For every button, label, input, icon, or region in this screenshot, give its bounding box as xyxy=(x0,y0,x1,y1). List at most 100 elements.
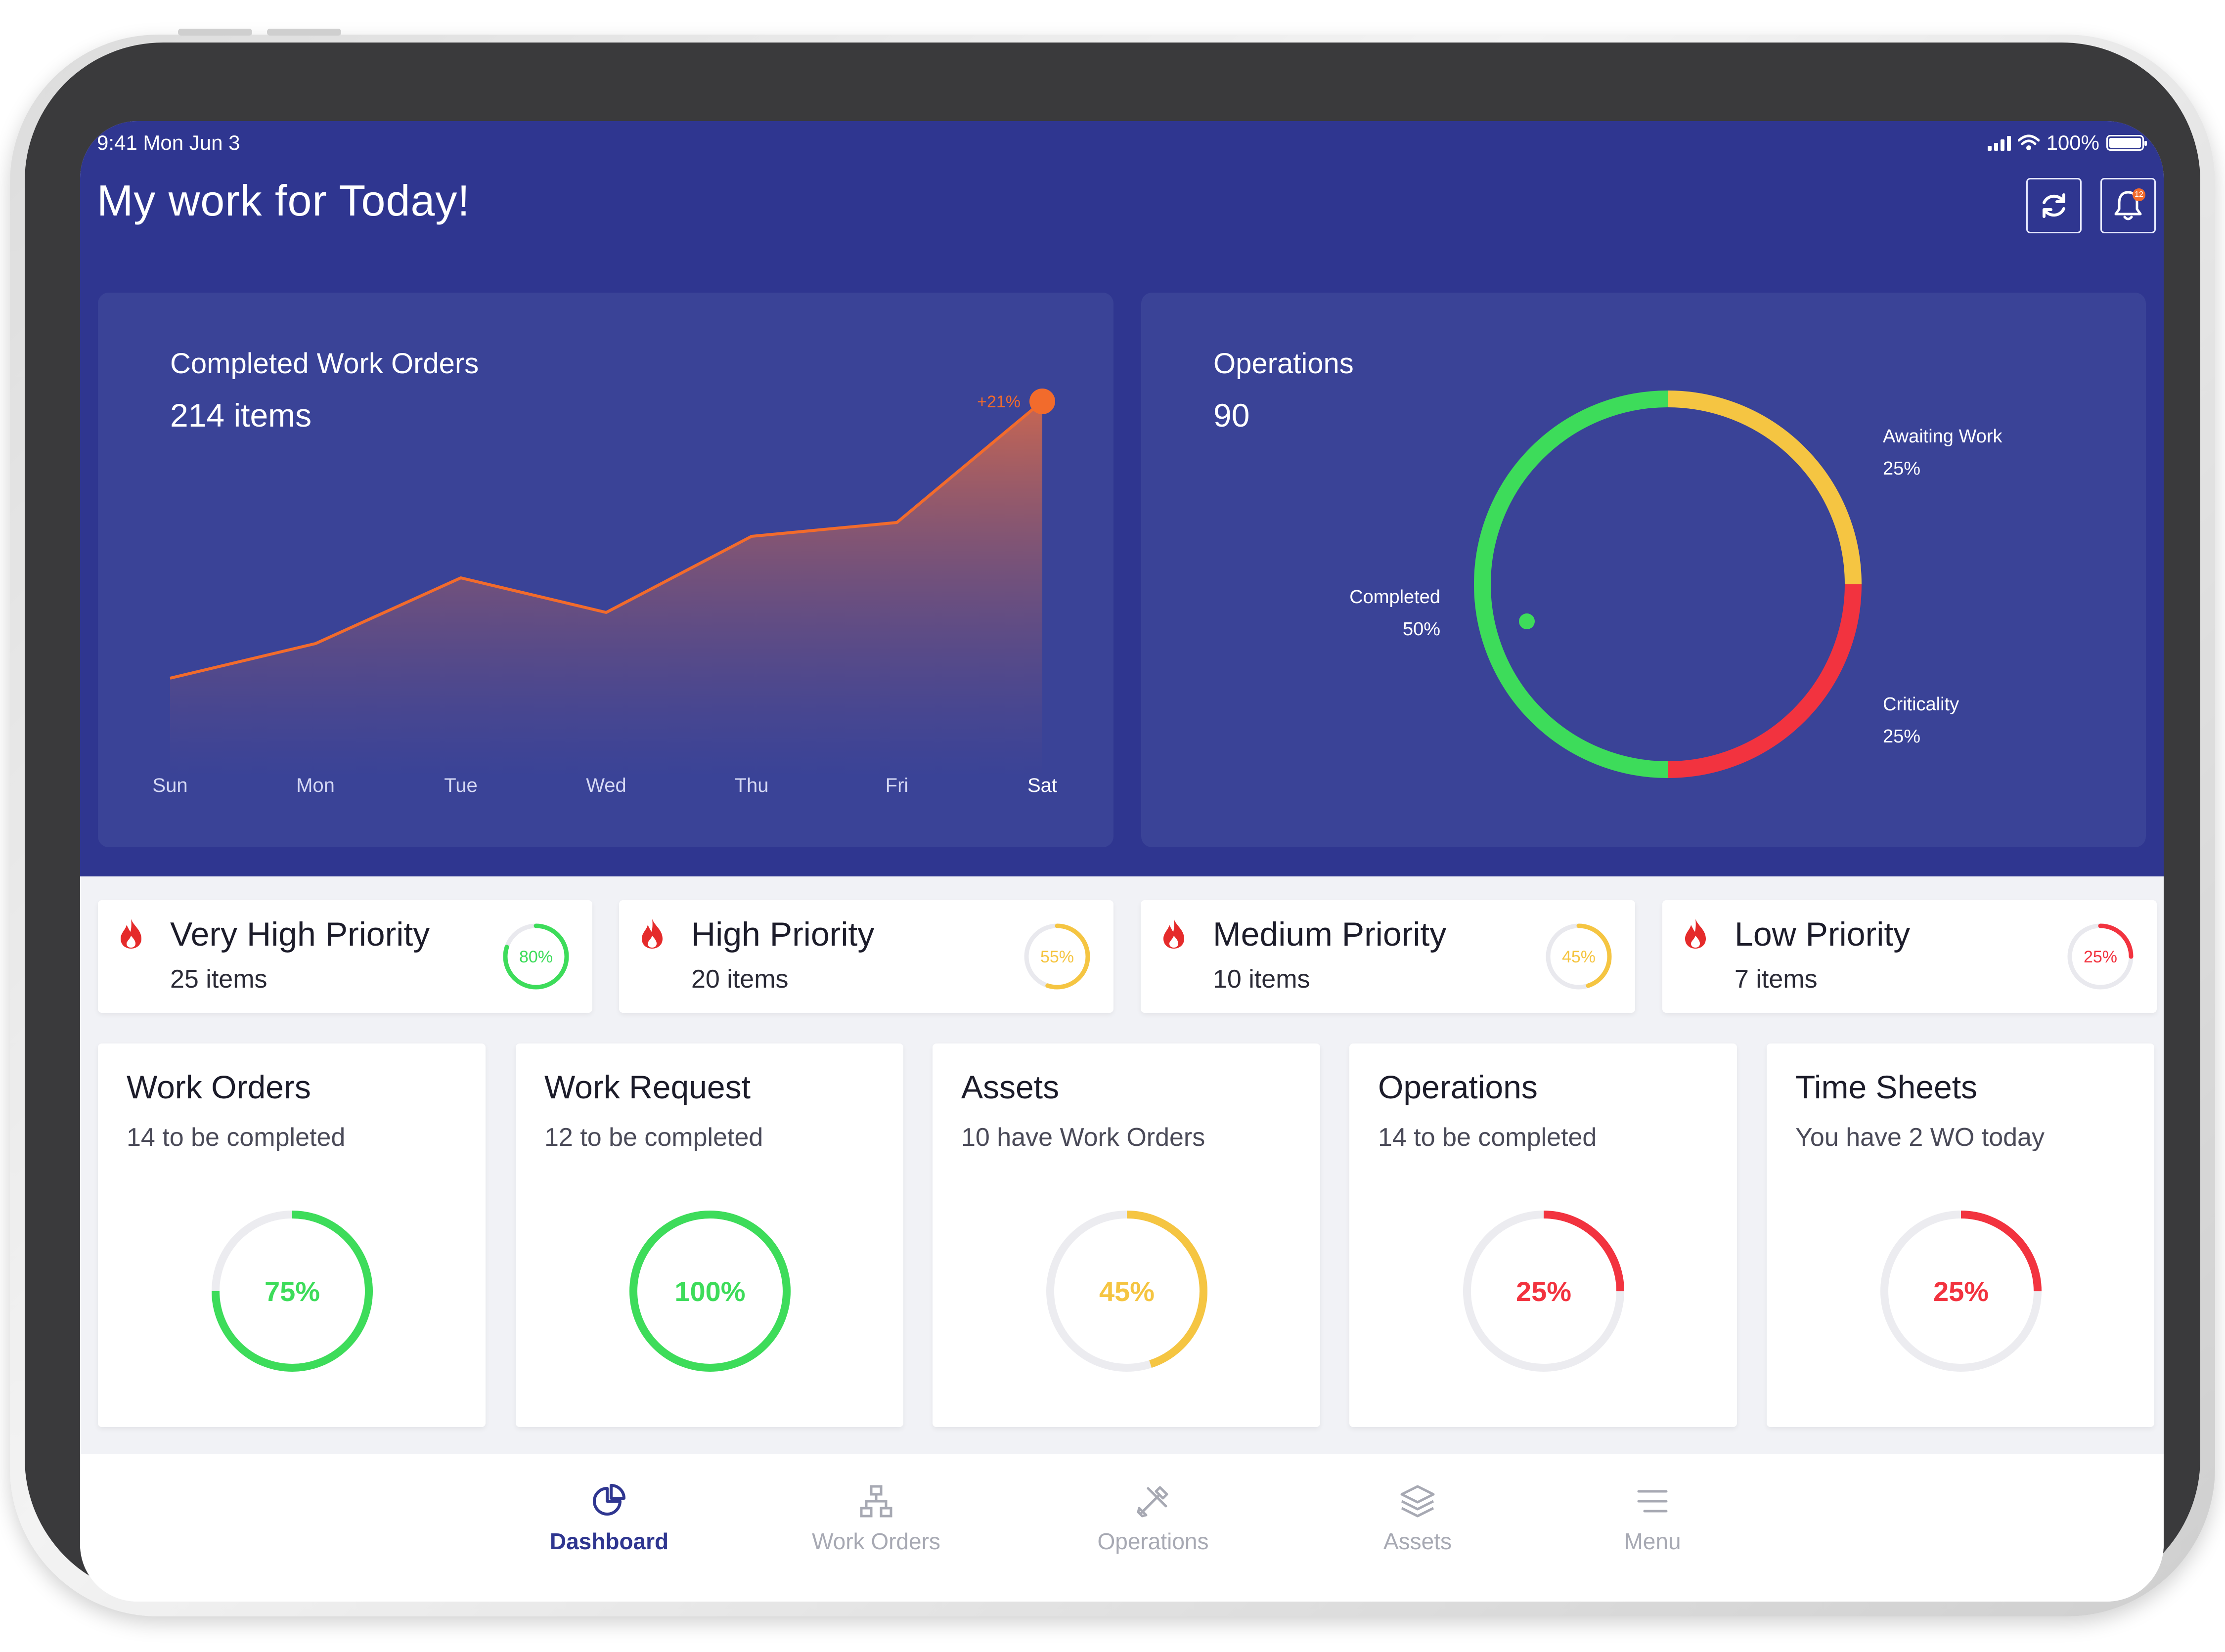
tab-label: Menu xyxy=(1624,1528,1681,1554)
priority-count: 10 items xyxy=(1213,965,1310,994)
refresh-icon xyxy=(2043,193,2065,218)
volume-button xyxy=(267,29,341,36)
module-card[interactable]: Work Orders 14 to be completed 75% xyxy=(98,1043,486,1427)
progress-label: 55% xyxy=(1040,948,1074,966)
notifications-button[interactable]: 12 xyxy=(2100,178,2156,233)
module-card[interactable]: Work Request 12 to be completed 100% xyxy=(516,1043,903,1427)
tab-operations[interactable]: Operations xyxy=(1074,1481,1232,1555)
progress-ring: 45% xyxy=(1046,1211,1207,1372)
x-tick-label: Sun xyxy=(152,775,187,796)
signal-icon xyxy=(1987,135,2011,151)
pie-chart-icon xyxy=(593,1484,625,1516)
x-tick-label: Tue xyxy=(444,775,477,796)
progress-label: 45% xyxy=(1562,948,1596,966)
module-title: Operations xyxy=(1378,1069,1538,1105)
tab-label: Operations xyxy=(1097,1528,1209,1554)
progress-label: 25% xyxy=(1516,1276,1571,1307)
donut-percent: 25% xyxy=(1883,458,1920,479)
tab-assets[interactable]: Assets xyxy=(1338,1481,1497,1555)
progress-ring: 25% xyxy=(1880,1211,2042,1372)
page-title: My work for Today! xyxy=(97,176,470,225)
tab-bar: Dashboard Work Orders Operations xyxy=(80,1454,2164,1602)
tab-label: Assets xyxy=(1383,1528,1452,1554)
progress-label: 80% xyxy=(519,948,553,966)
flame-icon xyxy=(121,919,141,949)
progress-label: 75% xyxy=(265,1276,320,1307)
module-title: Work Request xyxy=(544,1069,751,1105)
flame-icon xyxy=(642,919,663,949)
x-tick-label: Thu xyxy=(735,775,769,796)
progress-label: 100% xyxy=(674,1276,745,1307)
notification-badge: 12 xyxy=(2133,188,2145,201)
status-date: Mon Jun 3 xyxy=(143,131,240,154)
module-title: Assets xyxy=(961,1069,1060,1105)
screen: 9:41 Mon Jun 3 100% My work for Today! xyxy=(80,121,2164,1602)
module-card[interactable]: Operations 14 to be completed 25% xyxy=(1349,1043,1737,1427)
tools-icon xyxy=(1137,1486,1168,1518)
panel-title: Operations xyxy=(1213,348,1354,380)
area-fill xyxy=(170,401,1042,777)
panel-value: 90 xyxy=(1213,397,1250,434)
donut-label: Awaiting Work xyxy=(1883,426,2002,447)
priority-title: Very High Priority xyxy=(170,915,430,953)
donut-percent: 50% xyxy=(1403,619,1440,640)
donut-percent: 25% xyxy=(1883,726,1920,747)
donut-slice xyxy=(1667,391,1862,585)
panel-value: 214 items xyxy=(170,397,312,434)
priority-card[interactable]: Low Priority 7 items 25% xyxy=(1662,900,2157,1013)
donut-slice xyxy=(1667,584,1862,778)
tab-dashboard[interactable]: Dashboard xyxy=(530,1481,688,1555)
progress-label: 25% xyxy=(2084,948,2117,966)
donut-slice xyxy=(1474,391,1668,778)
module-subtitle: 10 have Work Orders xyxy=(961,1123,1205,1152)
panel-title: Completed Work Orders xyxy=(170,348,479,380)
status-indicators: 100% xyxy=(1987,131,2147,155)
priority-count: 7 items xyxy=(1735,965,1818,994)
progress-ring: 80% xyxy=(503,923,569,990)
battery-percent: 100% xyxy=(2046,131,2099,154)
priority-title: Medium Priority xyxy=(1213,915,1447,953)
module-card[interactable]: Time Sheets You have 2 WO today 25% xyxy=(1767,1043,2154,1427)
progress-ring: 25% xyxy=(2067,923,2134,990)
volume-button xyxy=(178,29,252,36)
progress-ring: 55% xyxy=(1024,923,1090,990)
progress-label: 25% xyxy=(1933,1276,1989,1307)
progress-ring: 45% xyxy=(1546,923,1612,990)
progress-ring: 25% xyxy=(1463,1211,1624,1372)
tab-menu[interactable]: Menu xyxy=(1573,1481,1732,1555)
priority-card[interactable]: Medium Priority 10 items 45% xyxy=(1141,900,1635,1013)
status-time: 9:41 xyxy=(97,131,137,154)
tab-label: Dashboard xyxy=(549,1528,669,1554)
priority-title: High Priority xyxy=(691,915,875,953)
hierarchy-icon xyxy=(860,1485,892,1518)
priority-count: 20 items xyxy=(691,965,789,994)
priority-card[interactable]: Very High Priority 25 items 80% xyxy=(98,900,592,1013)
module-subtitle: 14 to be completed xyxy=(1378,1123,1597,1152)
donut-label: Completed xyxy=(1349,587,1440,608)
donut-label: Criticality xyxy=(1883,694,1959,715)
status-time-date: 9:41 Mon Jun 3 xyxy=(97,131,240,155)
module-card[interactable]: Assets 10 have Work Orders 45% xyxy=(933,1043,1320,1427)
layers-icon xyxy=(1400,1485,1435,1518)
x-tick-label: Mon xyxy=(296,775,335,796)
x-tick-label: Sat xyxy=(1027,775,1057,796)
x-tick-label: Wed xyxy=(586,775,626,796)
progress-label: 45% xyxy=(1099,1276,1155,1307)
module-title: Work Orders xyxy=(127,1069,311,1105)
priority-card[interactable]: High Priority 20 items 55% xyxy=(619,900,1113,1013)
chart-point xyxy=(1029,389,1055,414)
chart-annotation: +21% xyxy=(977,392,1021,411)
refresh-button[interactable] xyxy=(2026,178,2082,233)
header-band: 9:41 Mon Jun 3 100% My work for Today! xyxy=(80,121,2164,876)
x-tick-label: Fri xyxy=(886,775,909,796)
priority-count: 25 items xyxy=(170,965,267,994)
completed-work-orders-panel[interactable]: Completed Work Orders 214 items Sun Mon Tu… xyxy=(98,293,1113,847)
module-title: Time Sheets xyxy=(1795,1069,1978,1105)
progress-ring: 75% xyxy=(212,1211,373,1372)
area-line xyxy=(170,400,1043,680)
module-subtitle: You have 2 WO today xyxy=(1795,1123,2045,1152)
tab-work-orders[interactable]: Work Orders xyxy=(797,1481,955,1555)
operations-panel[interactable]: Operations 90 Completed 50% Awaiting Work 2… xyxy=(1141,293,2146,847)
device-frame: 9:41 Mon Jun 3 100% My work for Today! xyxy=(10,29,2215,1616)
area-chart: Sun Mon Tue Wed Thu Fri Sat +21% xyxy=(152,389,1057,796)
